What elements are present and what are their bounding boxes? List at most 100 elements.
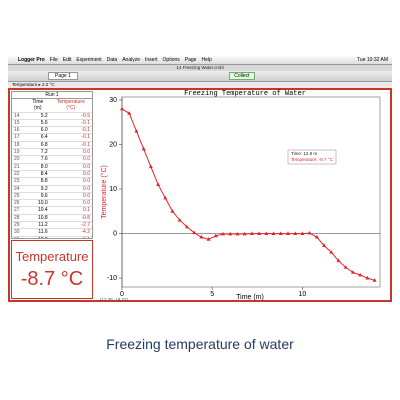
sensor-reading[interactable]: Temperature ▸ 2.2 °C (12, 82, 55, 87)
data-point (329, 250, 334, 254)
table-cell: 26 (12, 199, 26, 208)
menu-item[interactable]: Insert (145, 57, 158, 63)
tooltip-text: Temperature: -8.7 °C (291, 157, 334, 162)
table-cell: 12.0 (26, 236, 50, 238)
table-cell: 11.6 (26, 228, 50, 237)
data-point (141, 146, 146, 151)
table-row: 18 6.8 -0.1 (12, 141, 92, 150)
data-point (293, 231, 298, 235)
data-point (322, 243, 327, 247)
table-cell: -6.1 (49, 236, 92, 238)
window-title: 14 Freezing Water.cmbl (8, 65, 392, 71)
table-cell: 10.4 (26, 206, 50, 215)
table-row: 17 6.4 -0.1 (12, 133, 92, 142)
table-cell: 30 (12, 228, 26, 237)
table-cell: 16 (12, 126, 26, 135)
header: Temperature (°C) (49, 99, 92, 113)
menu-item[interactable]: Help (201, 57, 212, 63)
x-tick-label: 5 (210, 291, 214, 298)
data-point (163, 195, 168, 200)
table-row: 16 6.0 -0.1 (12, 126, 92, 135)
data-line (121, 108, 375, 281)
table-cell: -0.1 (49, 141, 92, 150)
y-tick-label: 30 (109, 97, 117, 104)
data-point (184, 224, 189, 229)
x-tick-label: 10 (299, 291, 307, 298)
table-cell: 5.2 (26, 112, 50, 120)
table-cell: 24 (12, 185, 26, 193)
clock: Tue 10:32 AM (357, 57, 388, 63)
data-point (285, 231, 290, 235)
table-cell: 11.2 (26, 221, 50, 230)
menu-item[interactable]: Page (184, 57, 197, 63)
data-point (199, 234, 204, 239)
table-cell: 0.0 (49, 192, 92, 201)
data-point (170, 209, 175, 213)
menu-item[interactable]: Analyze (122, 57, 141, 63)
menu-item[interactable]: Edit (62, 57, 72, 63)
status: (12.36, 19.22) (100, 297, 129, 302)
table-cell: 27 (12, 206, 26, 215)
data-point (235, 231, 240, 236)
table-cell: 9.2 (26, 185, 50, 193)
table-row: 15 5.6 -0.1 (12, 119, 92, 128)
data-point (271, 231, 276, 235)
menu-item[interactable]: Experiment (76, 57, 102, 63)
table-cell: 0.0 (49, 185, 92, 193)
data-point (242, 231, 247, 236)
data-point (314, 234, 319, 239)
header: Time (m) (26, 99, 50, 113)
data-point (127, 111, 132, 115)
collect-button[interactable]: Collect (229, 72, 255, 80)
data-point (278, 231, 283, 235)
table-row: 14 5.2 -0.5 (12, 112, 92, 120)
table-cell: -0.5 (49, 112, 92, 120)
page-select[interactable]: Page 1 (48, 72, 78, 80)
table: Time (m) Temperature (°C) 14 5.2 -0.5 15 5.6… (12, 99, 92, 238)
table-cell: 0.0 (49, 177, 92, 186)
table-cell: -0.1 (49, 126, 92, 135)
tooltip-box (287, 149, 337, 165)
data-point (372, 278, 377, 282)
table-cell: -0.1 (49, 133, 92, 142)
table-cell: -0.1 (49, 119, 92, 128)
toolbar: Page 1 Collect (8, 71, 392, 82)
data-point (365, 275, 370, 280)
caption: Freezing temperature of water (106, 336, 294, 352)
tooltip-text: Time: 12.8 m (291, 151, 317, 156)
table-cell: -0.8 (49, 214, 92, 223)
meter-value: -8.7 °C (20, 268, 84, 290)
data-point (148, 164, 153, 169)
x-label: Time (m) (236, 294, 264, 301)
table-cell: 25 (12, 192, 26, 201)
table-row: 21 8.0 0.0 (12, 163, 92, 171)
table-row: 30 11.6 -4.2 (12, 228, 92, 237)
menu-item[interactable]: Data (106, 57, 118, 63)
menu-item[interactable]: Options (162, 57, 180, 63)
data-point (264, 231, 269, 235)
graph-title: Freezing Temperature of Water (184, 90, 306, 98)
table-cell: -4.2 (49, 228, 92, 237)
table-row: 27 10.4 0.1 (12, 206, 92, 215)
table-cell: 0.0 (49, 155, 92, 164)
table-row: 29 11.2 -2.7 (12, 221, 92, 230)
data-point (134, 128, 139, 133)
y-tick-label: 10 (109, 186, 117, 193)
data-point (120, 106, 124, 111)
data-point (192, 230, 197, 235)
data-point (206, 237, 211, 241)
data-point (177, 218, 182, 222)
table-cell: 8.4 (26, 170, 50, 179)
menu-item[interactable]: Logger Pro (18, 57, 45, 63)
table-cell: 0.0 (49, 170, 92, 179)
table-row: 20 7.6 0.0 (12, 155, 92, 164)
table-cell: 29 (12, 221, 26, 230)
table-cell: 10.0 (26, 199, 50, 208)
table-cell: 8.8 (26, 177, 50, 186)
table-row: 26 10.0 0.0 (12, 199, 92, 208)
sensor-tab: Temperature ▸ 2.2 °C (8, 82, 392, 88)
table-cell: 0.0 (49, 199, 92, 208)
table-row: 23 8.8 0.0 (12, 177, 92, 186)
menu-item[interactable]: File (49, 57, 58, 63)
